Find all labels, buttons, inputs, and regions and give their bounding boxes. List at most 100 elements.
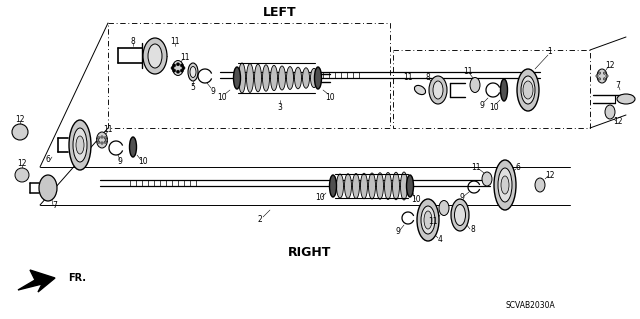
Circle shape: [606, 75, 608, 77]
Ellipse shape: [392, 172, 399, 200]
Ellipse shape: [294, 67, 301, 89]
Text: FR.: FR.: [68, 273, 86, 283]
Ellipse shape: [188, 63, 198, 81]
Circle shape: [96, 139, 99, 141]
Text: 6: 6: [516, 164, 520, 173]
Ellipse shape: [521, 76, 535, 104]
Ellipse shape: [376, 173, 383, 199]
Ellipse shape: [190, 66, 196, 78]
Text: 1: 1: [548, 48, 552, 56]
Text: LEFT: LEFT: [263, 6, 297, 19]
Ellipse shape: [406, 175, 413, 197]
Text: 6: 6: [45, 155, 51, 165]
Polygon shape: [18, 270, 55, 292]
Ellipse shape: [39, 175, 57, 201]
Text: SCVAB2030A: SCVAB2030A: [505, 300, 555, 309]
Circle shape: [12, 124, 28, 140]
Ellipse shape: [500, 79, 508, 101]
Ellipse shape: [401, 172, 408, 200]
Circle shape: [15, 168, 29, 182]
Text: 11: 11: [403, 73, 413, 83]
Ellipse shape: [454, 204, 465, 226]
Ellipse shape: [523, 81, 533, 99]
Ellipse shape: [605, 105, 615, 119]
Text: 11: 11: [471, 164, 481, 173]
Text: 4: 4: [438, 235, 442, 244]
Text: 10: 10: [325, 93, 335, 101]
Ellipse shape: [262, 65, 269, 91]
Ellipse shape: [143, 38, 167, 74]
Ellipse shape: [344, 174, 351, 198]
Circle shape: [98, 137, 100, 139]
Ellipse shape: [353, 174, 360, 198]
Ellipse shape: [271, 65, 278, 91]
Text: 12: 12: [545, 170, 555, 180]
Ellipse shape: [429, 76, 447, 104]
Text: 10: 10: [489, 102, 499, 112]
Ellipse shape: [73, 128, 87, 162]
Ellipse shape: [337, 174, 344, 198]
Circle shape: [98, 141, 100, 143]
Text: 10: 10: [411, 196, 421, 204]
Circle shape: [182, 66, 185, 70]
Text: 7: 7: [52, 202, 58, 211]
Text: 12: 12: [15, 115, 25, 124]
Text: 2: 2: [258, 216, 262, 225]
Ellipse shape: [439, 201, 449, 216]
Ellipse shape: [517, 69, 539, 111]
Ellipse shape: [501, 176, 509, 194]
Circle shape: [180, 69, 184, 72]
Ellipse shape: [421, 206, 435, 234]
Circle shape: [180, 64, 184, 67]
Text: 8: 8: [426, 73, 430, 83]
Ellipse shape: [482, 172, 492, 186]
Ellipse shape: [433, 81, 443, 99]
Ellipse shape: [287, 67, 294, 89]
Ellipse shape: [129, 137, 136, 157]
Text: 3: 3: [278, 102, 282, 112]
Text: 7: 7: [616, 81, 620, 91]
Circle shape: [101, 142, 103, 144]
Ellipse shape: [255, 64, 262, 92]
Text: 11: 11: [180, 54, 189, 63]
Circle shape: [104, 137, 106, 139]
Text: 10: 10: [138, 158, 148, 167]
Text: 9: 9: [460, 192, 465, 202]
Text: 11: 11: [170, 38, 180, 47]
Circle shape: [604, 78, 605, 80]
Text: 8: 8: [131, 38, 136, 47]
Ellipse shape: [417, 199, 439, 241]
Ellipse shape: [76, 136, 84, 154]
Ellipse shape: [69, 120, 91, 170]
Circle shape: [598, 72, 601, 74]
Ellipse shape: [617, 94, 635, 104]
Text: 12: 12: [605, 62, 615, 70]
Circle shape: [106, 139, 108, 141]
Ellipse shape: [369, 173, 376, 199]
Ellipse shape: [415, 85, 426, 94]
Ellipse shape: [234, 67, 241, 89]
Text: 9: 9: [211, 86, 216, 95]
Text: 9: 9: [396, 227, 401, 236]
Text: 10: 10: [217, 93, 227, 101]
Circle shape: [101, 136, 103, 138]
Ellipse shape: [173, 61, 184, 76]
Text: 12: 12: [613, 117, 623, 127]
Text: 11: 11: [463, 68, 473, 77]
Text: 11: 11: [103, 125, 113, 135]
Text: RIGHT: RIGHT: [288, 247, 332, 259]
Ellipse shape: [360, 173, 367, 199]
Text: 10: 10: [315, 194, 325, 203]
Circle shape: [173, 64, 175, 67]
Circle shape: [598, 78, 601, 80]
Text: 9: 9: [479, 100, 484, 109]
Ellipse shape: [470, 78, 480, 93]
Ellipse shape: [597, 69, 607, 83]
Ellipse shape: [314, 67, 321, 89]
Circle shape: [177, 63, 179, 66]
Circle shape: [173, 69, 175, 72]
Ellipse shape: [535, 178, 545, 192]
Circle shape: [177, 70, 179, 73]
Text: 5: 5: [191, 84, 195, 93]
Ellipse shape: [498, 168, 512, 202]
